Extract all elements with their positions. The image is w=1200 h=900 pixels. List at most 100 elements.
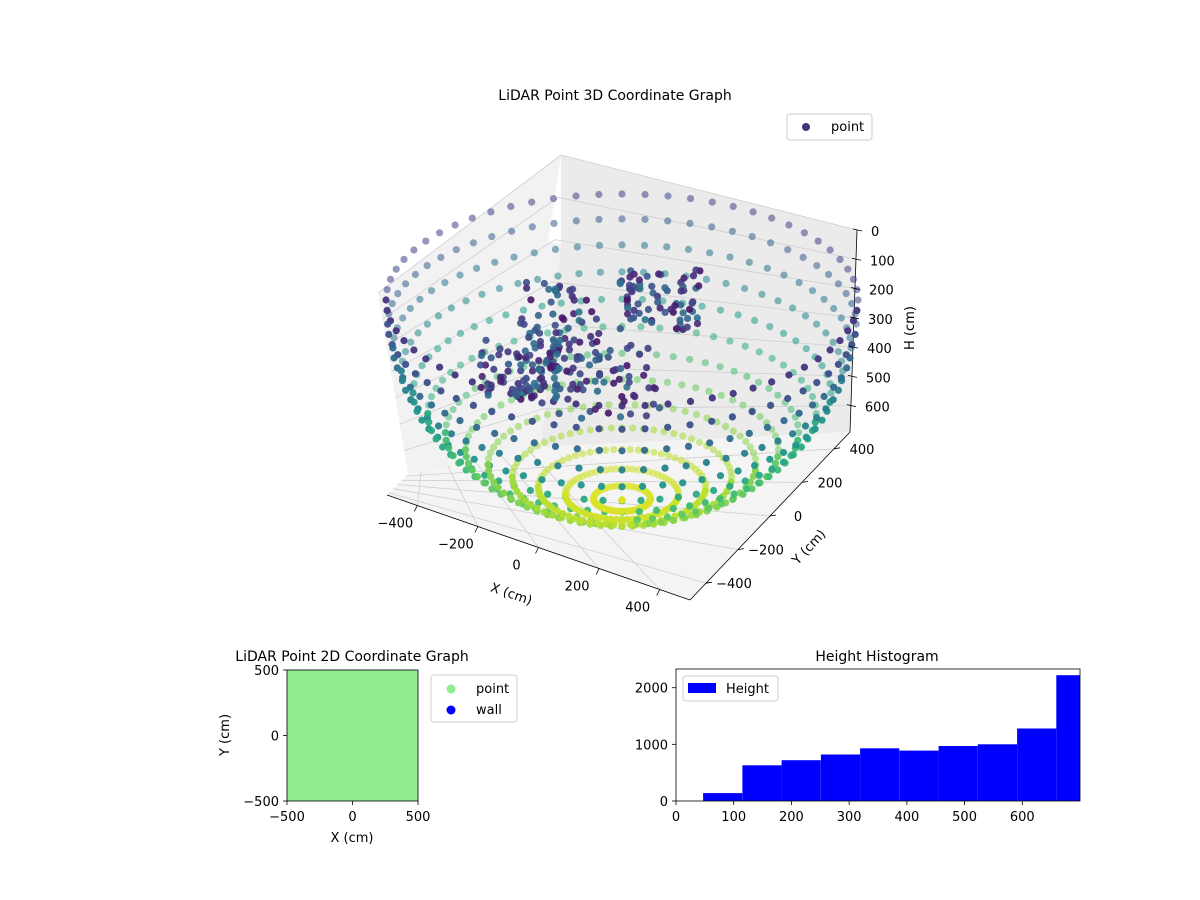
scatter-point bbox=[549, 343, 557, 351]
scatter-point bbox=[456, 417, 464, 425]
scatter-point bbox=[427, 427, 436, 435]
scatter-point bbox=[727, 468, 735, 476]
scatter-point bbox=[382, 296, 390, 304]
scatter-point bbox=[462, 297, 470, 305]
scatter-point bbox=[678, 381, 686, 389]
scatter-point bbox=[702, 275, 711, 283]
x-tick-label: −200 bbox=[438, 538, 474, 553]
scatter-point bbox=[510, 337, 518, 345]
scatter-point bbox=[547, 298, 555, 306]
scatter-point bbox=[490, 365, 498, 373]
scatter-point bbox=[573, 445, 581, 453]
scatter-point bbox=[834, 348, 843, 356]
scatter-point bbox=[751, 316, 759, 324]
scatter-point bbox=[585, 361, 594, 369]
z-tick-label: 100 bbox=[870, 254, 895, 269]
scatter-point bbox=[656, 324, 664, 332]
scatter-point bbox=[469, 239, 477, 247]
scatter-point bbox=[447, 304, 455, 312]
scatter-point bbox=[528, 361, 537, 369]
scatter-point bbox=[774, 297, 782, 305]
scatter-point bbox=[548, 511, 557, 519]
scatter-point bbox=[423, 320, 431, 328]
scatter-point bbox=[751, 455, 760, 463]
scatter-point bbox=[811, 425, 819, 433]
scatter-point bbox=[650, 384, 658, 392]
scatter-point bbox=[612, 515, 621, 524]
scatter-point bbox=[497, 377, 505, 385]
scatter-point bbox=[462, 437, 470, 445]
scatter-point bbox=[548, 435, 557, 443]
scatter-point bbox=[495, 351, 503, 359]
scatter-point bbox=[383, 306, 391, 314]
scatter-point bbox=[826, 246, 834, 254]
scatter-point bbox=[729, 389, 737, 398]
scatter-point bbox=[685, 305, 694, 313]
scatter-point bbox=[427, 287, 436, 295]
scatter-point bbox=[780, 417, 788, 425]
scatter-point bbox=[755, 471, 763, 479]
scatter-point bbox=[502, 467, 510, 475]
scatter-point bbox=[506, 427, 515, 435]
scatter-point bbox=[830, 304, 838, 313]
scatter-point bbox=[813, 320, 821, 328]
scatter-point bbox=[485, 466, 493, 475]
scatter-point bbox=[595, 241, 604, 249]
scatter-point bbox=[500, 432, 508, 440]
scatter-point bbox=[507, 396, 515, 404]
scatter-point bbox=[701, 499, 709, 507]
grid-line-z-left bbox=[386, 239, 556, 346]
scatter-point bbox=[553, 291, 562, 299]
scatter-point bbox=[618, 521, 626, 529]
scatter-point bbox=[485, 316, 493, 324]
scatter-point bbox=[538, 302, 546, 310]
y-tick-label-histogram: 0 bbox=[660, 795, 668, 810]
scatter-point bbox=[534, 275, 542, 283]
scatter-point bbox=[468, 214, 476, 222]
scatter-point bbox=[388, 300, 396, 308]
scatter-point bbox=[413, 407, 421, 415]
scatter-point bbox=[565, 454, 573, 462]
scatter-point bbox=[543, 410, 552, 419]
scatter-point bbox=[582, 296, 591, 304]
scatter-point bbox=[572, 423, 580, 431]
scatter-point bbox=[635, 276, 644, 284]
x-tick-label-histogram: 500 bbox=[952, 810, 977, 825]
scatter-point bbox=[706, 439, 714, 447]
scatter-point bbox=[597, 482, 606, 490]
scatter-point bbox=[715, 450, 723, 458]
scatter-point bbox=[813, 379, 821, 387]
scatter-point bbox=[822, 405, 830, 413]
scatter-point bbox=[638, 295, 647, 304]
grid-line-y bbox=[393, 488, 739, 550]
scatter-point bbox=[507, 202, 515, 211]
scatter-point bbox=[551, 285, 559, 293]
scatter-point bbox=[410, 398, 418, 406]
scatter-point bbox=[595, 190, 603, 199]
scatter-point bbox=[618, 496, 626, 504]
scatter-point bbox=[650, 426, 658, 434]
y-tick bbox=[801, 481, 809, 483]
scatter-point bbox=[648, 318, 656, 327]
scatter-point bbox=[471, 384, 479, 393]
scatter-point bbox=[551, 442, 560, 450]
scatter-point bbox=[464, 459, 473, 467]
scatter-point bbox=[398, 377, 406, 385]
scatter-point bbox=[496, 345, 504, 353]
scatter-point bbox=[575, 464, 583, 472]
scatter-point bbox=[482, 336, 490, 344]
scatter-point bbox=[768, 378, 776, 386]
scatter-point bbox=[567, 385, 575, 393]
scatter-point bbox=[617, 365, 625, 373]
legend-height-swatch bbox=[688, 683, 716, 693]
z-tick-label: 300 bbox=[868, 313, 893, 328]
x-tick-label: 400 bbox=[625, 601, 650, 616]
scatter-point bbox=[478, 443, 486, 452]
scatter-point bbox=[522, 278, 531, 287]
scatter-point bbox=[822, 329, 830, 337]
scatter-point bbox=[554, 462, 562, 470]
y-tick-label: 0 bbox=[794, 510, 802, 525]
scatter-point bbox=[517, 367, 525, 375]
y-tick-label-2d: 500 bbox=[254, 664, 279, 679]
scatter-point bbox=[390, 354, 398, 362]
